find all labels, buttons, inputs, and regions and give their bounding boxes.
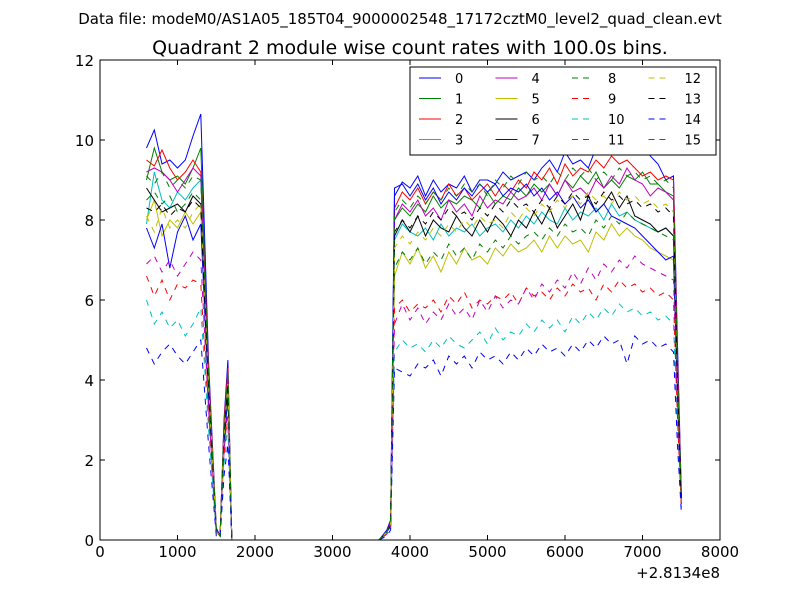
legend-label-13: 13 [685, 93, 702, 108]
legend-label-6: 6 [532, 113, 540, 128]
data-file-title: Data file: modeM0/AS1A05_185T04_90000025… [78, 10, 722, 28]
chart-title: Quadrant 2 module wise count rates with … [152, 37, 668, 59]
legend-label-14: 14 [685, 113, 702, 128]
y-tick-label: 0 [84, 532, 94, 550]
legend-label-12: 12 [685, 72, 702, 87]
y-tick-label: 2 [84, 452, 94, 470]
x-offset-label: +2.8134e8 [636, 564, 720, 582]
legend-label-7: 7 [532, 134, 540, 149]
legend-label-10: 10 [608, 113, 625, 128]
legend-label-2: 2 [455, 113, 463, 128]
series-line-3 [146, 171, 682, 541]
y-tick-label: 8 [84, 212, 94, 230]
series-line-12 [146, 191, 682, 541]
y-tick-label: 6 [84, 292, 94, 310]
x-tick-label: 8000 [701, 543, 739, 561]
legend-label-0: 0 [455, 72, 463, 87]
y-tick-label: 10 [75, 132, 94, 150]
y-tick-label: 4 [84, 372, 94, 390]
series-line-0 [146, 113, 682, 541]
series-line-2 [146, 148, 682, 541]
legend-label-4: 4 [532, 72, 540, 87]
y-tick-label: 12 [75, 52, 94, 70]
legend-label-1: 1 [455, 93, 463, 108]
x-tick-label: 4000 [391, 543, 429, 561]
x-tick-label: 2000 [236, 543, 274, 561]
legend-label-15: 15 [685, 134, 702, 149]
series-line-8 [146, 191, 682, 541]
series-line-6 [146, 187, 682, 541]
x-tick-label: 3000 [313, 543, 351, 561]
series-line-10 [146, 299, 682, 541]
legend-label-3: 3 [455, 134, 463, 149]
x-tick-label: 7000 [623, 543, 661, 561]
x-tick-label: 1000 [158, 543, 196, 561]
legend-label-11: 11 [608, 134, 625, 149]
series-line-15 [146, 167, 682, 541]
x-tick-label: 6000 [546, 543, 584, 561]
legend-label-8: 8 [608, 72, 616, 87]
x-tick-label: 5000 [468, 543, 506, 561]
legend-label-9: 9 [608, 93, 616, 108]
x-tick-label: 0 [95, 543, 105, 561]
legend-label-5: 5 [532, 93, 540, 108]
series-line-13 [146, 191, 682, 541]
series-line-5 [146, 198, 682, 541]
legend-box [409, 66, 717, 156]
